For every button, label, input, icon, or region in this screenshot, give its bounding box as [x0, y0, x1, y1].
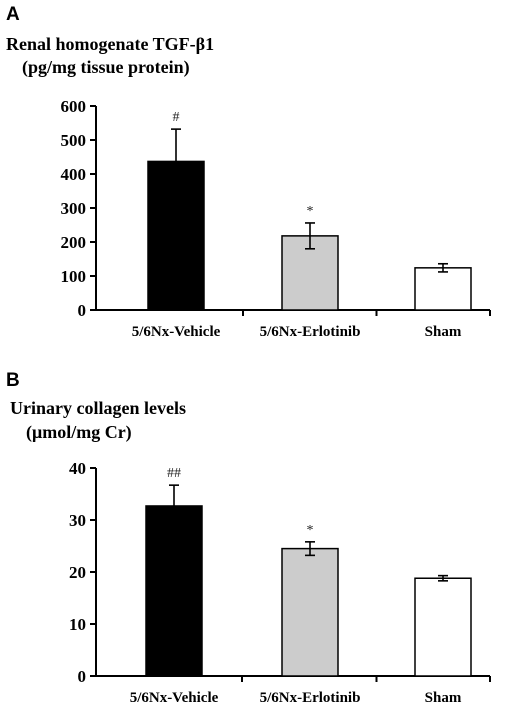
panel-b-plot: 0 10 20 30 40 ## 5/6Nx-Vehicle * 5/6Nx-Erlotinib… [69, 459, 491, 706]
panel-a-y-tick-label: 0 [78, 301, 87, 320]
panel-a-title-line-2: (pg/mg tissue protein) [22, 57, 190, 78]
panel-b-title-line-1: Urinary collagen levels [10, 398, 186, 418]
panel-a-y-tick-label: 500 [61, 131, 87, 150]
panel-a-bar [414, 267, 472, 311]
panel-a-significance-mark: # [173, 110, 180, 125]
panel-b-y-tick-label: 30 [69, 511, 86, 530]
panel-b-y-tick-label: 0 [78, 667, 87, 686]
panel-a-y-tick-label: 400 [61, 165, 87, 184]
panel-b-bar [145, 505, 203, 677]
panel-b-category-label: 5/6Nx-Erlotinib [260, 690, 361, 706]
panel-a-y-tick-label: 100 [61, 267, 87, 286]
panel-b-y-tick-label: 20 [69, 563, 86, 582]
panel-b-category-label: 5/6Nx-Vehicle [130, 690, 219, 706]
panel-b-significance-mark: * [307, 523, 314, 538]
panel-a-plot: 0 100 200 300 400 500 600 #5/6Nx-Vehicle * 5/6Nx-… [61, 97, 491, 340]
panel-a-letter: A [6, 4, 20, 25]
panel-b: B Urinary collagen levels (μmol/mg Cr) 0… [6, 370, 491, 706]
panel-a-y-tick-label: 200 [61, 233, 87, 252]
panel-a-title-line-1: Renal homogenate TGF-β1 [6, 34, 214, 54]
panel-a-category-label: Sham [425, 324, 462, 340]
panel-a: A Renal homogenate TGF-β1 (pg/mg tissue … [6, 4, 491, 340]
panel-a-y-tick-label: 600 [61, 97, 87, 116]
panel-b-y-tick-label: 40 [69, 459, 86, 478]
panel-b-bar [281, 547, 339, 677]
panel-a-significance-mark: * [307, 204, 314, 219]
panel-b-category-label: Sham [425, 690, 462, 706]
panel-a-category-label: 5/6Nx-Erlotinib [260, 324, 361, 340]
panel-a-category-label: 5/6Nx-Vehicle [132, 324, 221, 340]
panel-b-letter: B [6, 370, 20, 391]
panel-a-y-tick-label: 300 [61, 199, 87, 218]
panel-b-title-line-2: (μmol/mg Cr) [26, 422, 132, 443]
panel-b-significance-mark: ## [167, 466, 181, 481]
panel-b-bar [414, 577, 472, 677]
panel-b-y-tick-label: 10 [69, 615, 86, 634]
